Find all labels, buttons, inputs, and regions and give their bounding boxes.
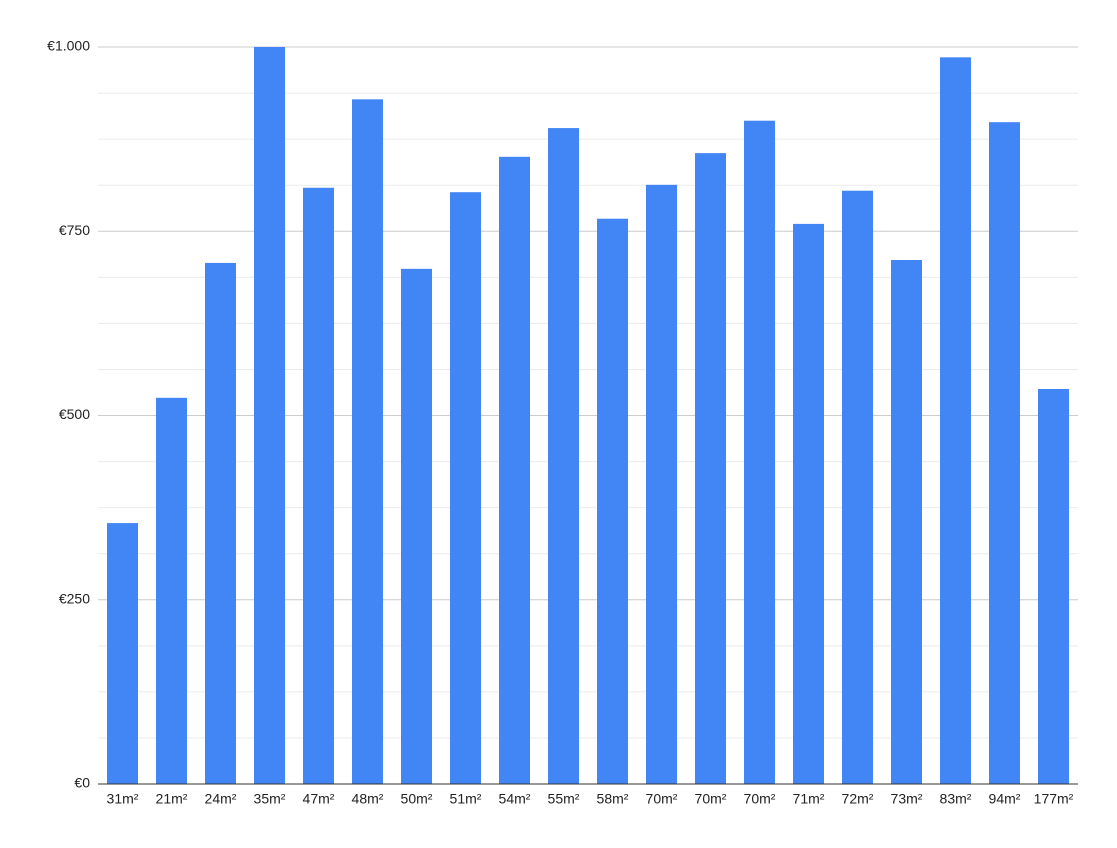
bar [793, 223, 824, 784]
bar [842, 190, 873, 785]
bar [646, 184, 677, 785]
bar [499, 156, 530, 785]
x-tick-label: 83m² [940, 791, 972, 807]
y-tick-label: €750 [59, 222, 90, 238]
bar [107, 523, 138, 784]
bar [891, 259, 922, 784]
x-tick-label: 72m² [842, 791, 874, 807]
x-tick-label: 47m² [303, 791, 335, 807]
bar [597, 218, 628, 784]
bar [1038, 388, 1069, 784]
bar [548, 128, 579, 784]
x-tick-label: 73m² [891, 791, 923, 807]
bar [401, 268, 432, 784]
x-tick-label: 54m² [499, 791, 531, 807]
x-tick-label: 55m² [548, 791, 580, 807]
bar [254, 47, 285, 784]
bar [989, 122, 1020, 784]
y-tick-label: €500 [59, 406, 90, 422]
x-tick-label: 35m² [254, 791, 286, 807]
x-tick-label: 70m² [695, 791, 727, 807]
bar [940, 57, 971, 785]
x-tick-label: 70m² [646, 791, 678, 807]
y-tick-label: €1.000 [47, 38, 90, 54]
y-tick-label: €250 [59, 590, 90, 606]
bar [205, 262, 236, 784]
x-tick-label: 31m² [107, 791, 139, 807]
bar [352, 99, 383, 784]
y-tick-label: €0 [74, 775, 90, 791]
x-tick-label: 51m² [450, 791, 482, 807]
x-tick-label: 94m² [989, 791, 1021, 807]
bar [695, 153, 726, 785]
x-tick-label: 58m² [597, 791, 629, 807]
bar [156, 397, 187, 784]
x-tick-label: 48m² [352, 791, 384, 807]
bar [744, 120, 775, 784]
bar [450, 192, 481, 785]
x-tick-label: 177m² [1034, 791, 1074, 807]
x-tick-label: 21m² [156, 791, 188, 807]
x-tick-label: 50m² [401, 791, 433, 807]
x-tick-label: 70m² [744, 791, 776, 807]
bar [303, 187, 334, 785]
x-tick-label: 24m² [205, 791, 237, 807]
x-tick-label: 71m² [793, 791, 825, 807]
